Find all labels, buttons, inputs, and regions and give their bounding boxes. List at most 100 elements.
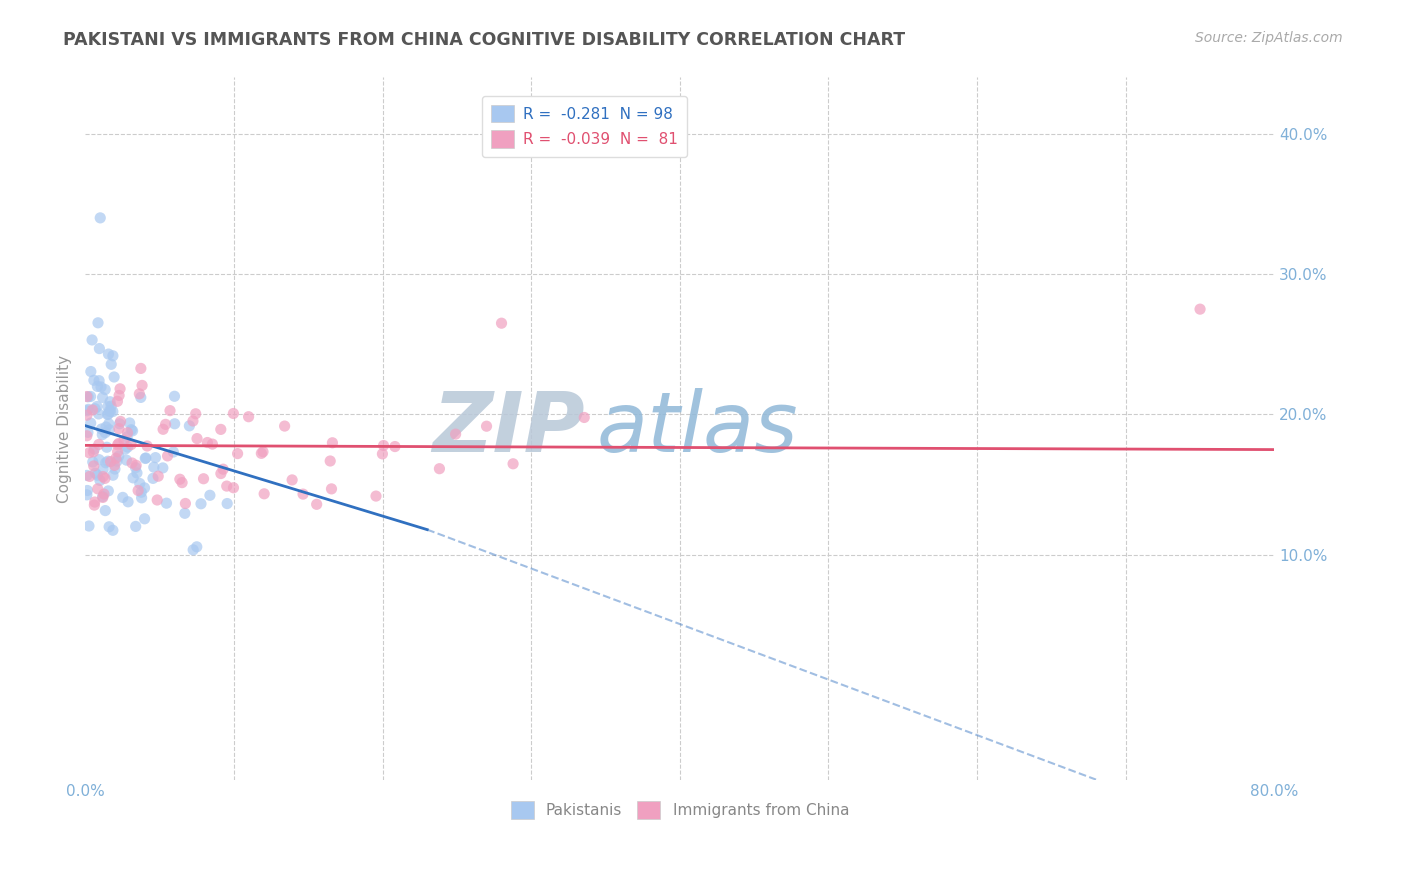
Point (125, 519, 148, 533)
Point (97, 417, 120, 431)
Point (163, 389, 186, 403)
Point (107, 449, 129, 463)
Point (94, 383, 117, 397)
Point (169, 472, 191, 486)
Point (384, 440, 406, 454)
Point (184, 407, 207, 421)
Point (319, 454, 342, 468)
Point (91, 427, 114, 442)
Point (174, 496, 197, 510)
Point (100, 399, 122, 413)
Y-axis label: Cognitive Disability: Cognitive Disability (58, 354, 72, 502)
Point (111, 491, 134, 505)
Point (444, 427, 467, 442)
Point (101, 349, 124, 363)
Point (108, 388, 131, 402)
Point (103, 370, 125, 384)
Point (135, 450, 157, 465)
Point (281, 473, 304, 487)
Point (117, 425, 139, 440)
Point (100, 404, 122, 418)
Point (87, 452, 110, 467)
Point (91, 391, 114, 405)
Point (82, 455, 104, 469)
Text: Source: ZipAtlas.com: Source: ZipAtlas.com (1195, 31, 1343, 45)
Point (190, 497, 212, 511)
Point (87, 374, 110, 388)
Point (134, 481, 156, 495)
Point (118, 416, 141, 430)
Point (97, 400, 120, 414)
Point (131, 378, 153, 392)
Point (107, 436, 129, 450)
Point (94, 471, 117, 485)
Point (142, 471, 165, 485)
Point (91, 469, 114, 483)
Point (238, 409, 260, 424)
Point (82, 333, 104, 347)
Point (91, 491, 114, 505)
Point (217, 497, 239, 511)
Point (127, 483, 149, 498)
Point (152, 461, 174, 475)
Point (97, 347, 120, 361)
Point (104, 462, 127, 476)
Point (77, 519, 100, 533)
Point (156, 449, 179, 463)
Point (94, 503, 117, 517)
Point (134, 512, 156, 526)
Text: PAKISTANI VS IMMIGRANTS FROM CHINA COGNITIVE DISABILITY CORRELATION CHART: PAKISTANI VS IMMIGRANTS FROM CHINA COGNI… (63, 31, 905, 49)
Point (429, 461, 451, 475)
Point (82, 444, 104, 458)
Point (76, 483, 98, 498)
Point (253, 487, 276, 501)
Point (107, 438, 129, 452)
Point (122, 471, 145, 485)
Point (80, 365, 103, 379)
Point (87, 407, 110, 421)
Point (209, 422, 232, 436)
Point (114, 442, 136, 457)
Point (76, 429, 98, 443)
Legend: Pakistanis, Immigrants from China: Pakistanis, Immigrants from China (505, 795, 855, 824)
Point (222, 407, 245, 421)
Point (292, 487, 315, 501)
Point (129, 391, 152, 405)
Point (98, 520, 121, 534)
Point (215, 479, 238, 493)
Point (83, 498, 105, 512)
Point (104, 451, 127, 466)
Point (79, 469, 101, 483)
Point (76, 390, 98, 404)
Point (502, 457, 524, 471)
Point (79, 389, 101, 403)
Point (193, 472, 215, 486)
Point (90, 380, 112, 394)
Point (209, 467, 232, 481)
Point (125, 458, 148, 473)
Point (79, 416, 101, 430)
Point (105, 454, 128, 468)
Point (93, 487, 115, 501)
Point (107, 394, 129, 409)
Point (84, 401, 107, 416)
Point (201, 437, 224, 451)
Point (252, 444, 274, 458)
Point (112, 434, 135, 448)
Point (115, 430, 138, 444)
Point (108, 382, 131, 396)
Point (91, 490, 114, 504)
Point (305, 497, 328, 511)
Point (87, 437, 110, 451)
Point (82, 403, 104, 417)
Point (89, 211, 111, 225)
Point (128, 387, 150, 401)
Text: atlas: atlas (596, 388, 799, 469)
Point (76, 408, 98, 422)
Point (186, 540, 208, 554)
Point (124, 460, 146, 475)
Point (163, 417, 186, 431)
Point (94, 420, 117, 434)
Point (162, 445, 184, 459)
Point (120, 437, 142, 451)
